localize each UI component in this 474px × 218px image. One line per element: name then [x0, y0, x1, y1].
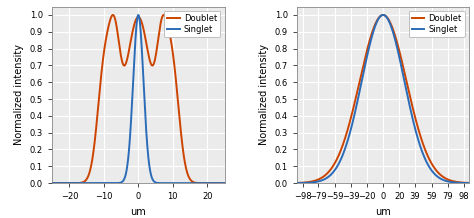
Legend: Doublet, Singlet: Doublet, Singlet [164, 11, 220, 37]
Y-axis label: Normalized intensity: Normalized intensity [259, 44, 269, 145]
X-axis label: um: um [375, 207, 391, 217]
X-axis label: um: um [130, 207, 146, 217]
Legend: Doublet, Singlet: Doublet, Singlet [409, 11, 465, 37]
Y-axis label: Normalized intensity: Normalized intensity [14, 44, 24, 145]
